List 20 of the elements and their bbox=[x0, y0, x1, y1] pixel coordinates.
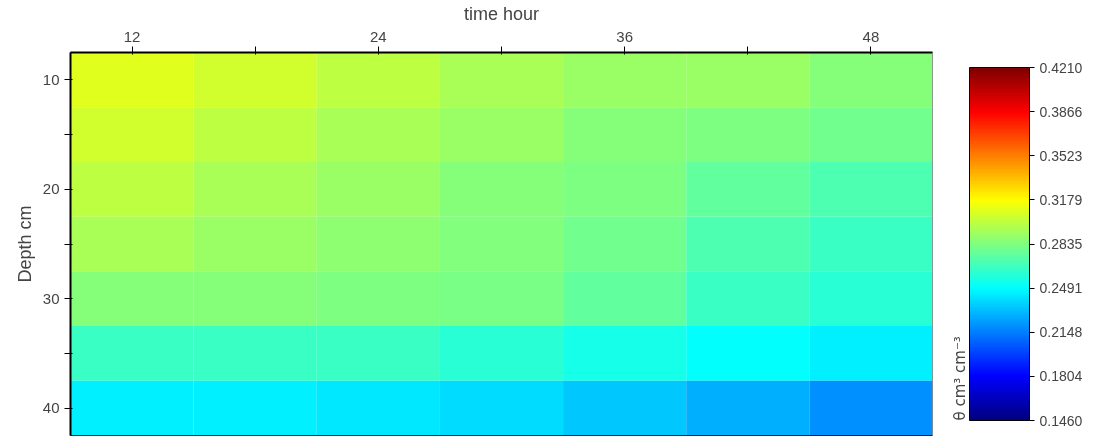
x-tick-label: 12 bbox=[123, 27, 141, 45]
x-axis-title: time hour bbox=[463, 3, 540, 24]
color-bar-label: 0.2491 bbox=[1039, 280, 1083, 297]
y-tick-label: 20 bbox=[42, 180, 60, 198]
color-bar-label: 0.1804 bbox=[1039, 368, 1083, 385]
y-axis-title: Depth cm bbox=[14, 205, 35, 283]
color-bar-label: 0.4210 bbox=[1039, 59, 1083, 76]
color-bar-label: 0.3523 bbox=[1039, 147, 1083, 164]
color-bar-label: 0.1460 bbox=[1039, 412, 1083, 429]
y-tick-label: 10 bbox=[42, 70, 60, 88]
color-bar-label: 0.2148 bbox=[1039, 324, 1083, 341]
color-bar-label: 0.3866 bbox=[1039, 103, 1083, 120]
x-tick-label: 24 bbox=[370, 27, 387, 45]
y-tick-label: 40 bbox=[42, 399, 60, 417]
color-bar-title: θ cm³ cm⁻³ bbox=[950, 336, 969, 421]
color-bar-label: 0.2835 bbox=[1039, 236, 1083, 252]
x-tick-label: 36 bbox=[616, 27, 633, 45]
y-tick-label: 30 bbox=[42, 289, 60, 307]
x-tick-label: 48 bbox=[862, 27, 880, 45]
color-bar-label: 0.3179 bbox=[1039, 191, 1083, 208]
